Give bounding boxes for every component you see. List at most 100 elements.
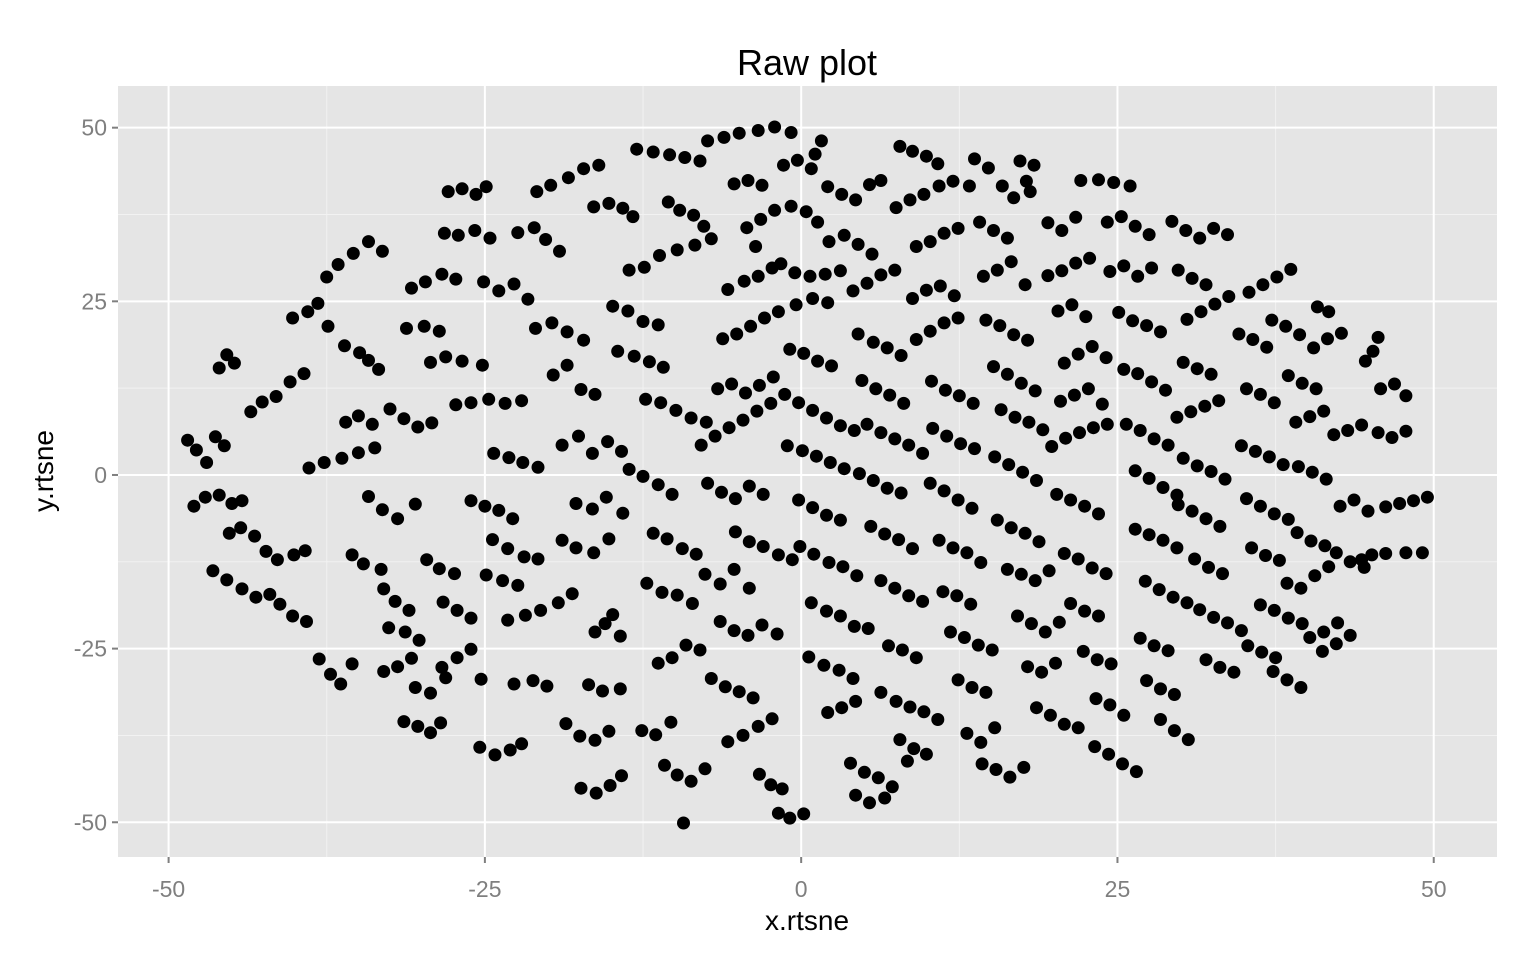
data-point: [860, 417, 874, 431]
data-point: [968, 442, 981, 456]
data-point: [425, 416, 439, 430]
data-point: [455, 182, 469, 196]
data-point: [439, 350, 453, 364]
data-point: [817, 658, 831, 672]
data-point: [560, 358, 574, 372]
data-point: [577, 162, 591, 176]
data-point: [975, 757, 989, 771]
data-point: [823, 456, 837, 469]
data-point: [670, 588, 684, 602]
data-point: [855, 374, 869, 387]
data-point: [1103, 265, 1117, 278]
data-point: [806, 403, 820, 417]
data-point: [835, 701, 849, 715]
data-point: [770, 627, 784, 641]
data-point: [551, 596, 565, 610]
data-point: [850, 569, 864, 583]
y-axis-title: y.rtsne: [28, 430, 59, 512]
data-point: [851, 327, 865, 341]
data-point: [1147, 432, 1161, 446]
data-point: [833, 419, 847, 433]
data-point: [946, 174, 960, 188]
data-point: [448, 567, 461, 581]
data-point: [1204, 465, 1218, 478]
data-point: [846, 672, 860, 685]
data-point: [916, 594, 930, 608]
data-point: [1289, 415, 1303, 429]
data-point: [622, 263, 636, 277]
data-point: [435, 660, 449, 674]
data-point: [212, 488, 226, 502]
data-point: [737, 274, 751, 288]
data-point: [377, 665, 391, 678]
data-point: [270, 553, 284, 567]
data-point: [1222, 290, 1236, 303]
data-point: [635, 724, 649, 738]
data-point: [208, 430, 222, 444]
data-point: [565, 587, 579, 601]
data-point: [1078, 499, 1092, 513]
data-point: [496, 574, 510, 588]
data-point: [1027, 158, 1041, 172]
data-point: [1240, 382, 1253, 396]
data-point: [589, 786, 603, 800]
data-point: [287, 548, 301, 562]
data-point: [1190, 362, 1204, 376]
data-point: [249, 590, 263, 604]
data-point: [793, 540, 807, 553]
data-point: [893, 733, 907, 747]
data-point: [1315, 644, 1329, 658]
data-point: [892, 533, 906, 547]
data-point: [651, 478, 665, 492]
data-points: [181, 120, 1434, 830]
data-point: [1100, 417, 1114, 431]
data-point: [803, 269, 817, 283]
x-tick-label: -50: [152, 876, 185, 902]
data-point: [701, 476, 715, 490]
data-point: [715, 485, 728, 499]
y-tick-label: 25: [81, 288, 107, 314]
data-point: [1259, 549, 1272, 562]
data-point: [721, 735, 735, 749]
data-point: [1213, 519, 1227, 533]
data-point: [1322, 560, 1336, 574]
data-point: [742, 581, 756, 595]
data-point: [530, 185, 544, 199]
data-point: [874, 685, 888, 699]
data-point: [1041, 269, 1055, 283]
data-point: [501, 613, 515, 627]
data-point: [1126, 314, 1140, 328]
data-point: [1248, 444, 1262, 458]
data-point: [716, 332, 730, 346]
data-point: [1281, 512, 1295, 526]
data-point: [1159, 383, 1172, 397]
data-point: [398, 625, 412, 639]
data-point: [771, 548, 785, 562]
data-point: [932, 533, 946, 547]
data-point: [994, 403, 1008, 417]
data-point: [1393, 497, 1407, 510]
data-point: [954, 437, 968, 451]
data-point: [792, 493, 806, 507]
data-point: [311, 296, 325, 310]
data-point: [756, 487, 770, 501]
data-point: [1073, 426, 1086, 440]
data-point: [1355, 418, 1369, 432]
data-point: [663, 148, 677, 162]
data-point: [488, 748, 502, 762]
data-point: [189, 443, 203, 457]
data-point: [206, 564, 220, 578]
data-point: [708, 429, 722, 443]
data-point: [1152, 583, 1166, 597]
data-point: [417, 319, 431, 333]
data-point: [388, 594, 402, 608]
data-point: [790, 153, 804, 167]
data-point: [255, 395, 269, 409]
data-point: [1213, 660, 1227, 674]
data-point: [420, 553, 434, 567]
data-point: [822, 556, 836, 569]
data-point: [511, 578, 525, 592]
data-point: [301, 305, 315, 319]
data-point: [756, 540, 770, 553]
data-point: [639, 392, 653, 406]
